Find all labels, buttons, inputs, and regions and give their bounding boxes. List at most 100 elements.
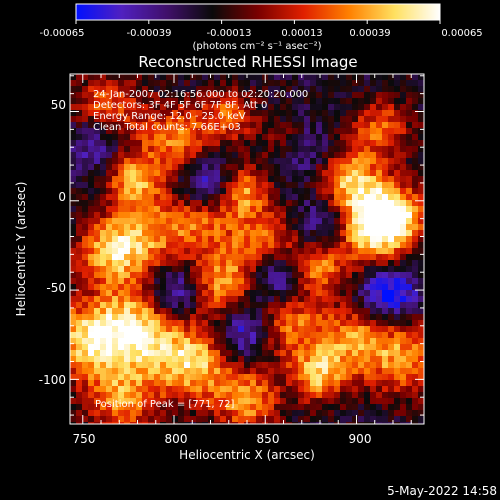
heatmap-cell <box>256 230 263 237</box>
heatmap-cell <box>262 362 269 369</box>
chart-title: Reconstructed RHESSI Image <box>138 53 357 71</box>
heatmap-cell <box>190 188 197 195</box>
heatmap-cell <box>238 74 245 81</box>
heatmap-cell <box>112 398 119 405</box>
colorbar-units: (photons cm⁻² s⁻¹ asec⁻²) <box>192 41 321 52</box>
heatmap-cell <box>418 218 424 225</box>
heatmap-cell <box>334 278 341 285</box>
heatmap-cell <box>400 164 407 171</box>
heatmap-cell <box>142 110 149 117</box>
heatmap-cell <box>250 386 257 393</box>
heatmap-cell <box>238 242 245 249</box>
heatmap-cell <box>196 212 203 219</box>
heatmap-cell <box>226 206 233 213</box>
heatmap-cell <box>376 86 383 93</box>
heatmap-cell <box>262 212 269 219</box>
heatmap-cell <box>166 326 173 333</box>
heatmap-cell <box>154 338 161 345</box>
heatmap-cell <box>238 92 245 99</box>
heatmap-cell <box>412 422 419 424</box>
heatmap-cell <box>328 164 335 171</box>
heatmap-cell <box>262 158 269 165</box>
heatmap-cell <box>412 248 419 255</box>
heatmap-cell <box>286 260 293 267</box>
heatmap-cell <box>274 80 281 87</box>
heatmap-cell <box>142 242 149 249</box>
heatmap-cell <box>148 224 155 231</box>
heatmap-cell <box>208 230 215 237</box>
heatmap-cell <box>382 86 389 93</box>
heatmap-cell <box>220 332 227 339</box>
heatmap-cell <box>238 224 245 231</box>
heatmap-cell <box>358 170 365 177</box>
heatmap-cell <box>394 320 401 327</box>
heatmap-cell <box>412 410 419 417</box>
heatmap-cell <box>190 308 197 315</box>
heatmap-cell <box>406 212 413 219</box>
heatmap-cell <box>340 278 347 285</box>
heatmap-cell <box>274 350 281 357</box>
heatmap-cell <box>154 266 161 273</box>
heatmap-cell <box>238 128 245 135</box>
heatmap-cell <box>340 98 347 105</box>
heatmap-cell <box>172 248 179 255</box>
heatmap-cell <box>172 182 179 189</box>
heatmap-cell <box>220 368 227 375</box>
heatmap-cell <box>88 380 95 387</box>
heatmap-cell <box>382 350 389 357</box>
heatmap-cell <box>280 254 287 261</box>
heatmap-cell <box>352 110 359 117</box>
heatmap-cell <box>226 302 233 309</box>
heatmap-cell <box>328 218 335 225</box>
heatmap-cell <box>256 116 263 123</box>
heatmap-cell <box>286 356 293 363</box>
heatmap-cell <box>286 170 293 177</box>
heatmap-cell <box>70 158 77 165</box>
heatmap-cell <box>232 122 239 129</box>
heatmap-cell <box>214 392 221 399</box>
heatmap-cell <box>316 236 323 243</box>
heatmap-cell <box>280 170 287 177</box>
heatmap-cell <box>94 116 101 123</box>
heatmap-cell <box>304 422 311 424</box>
heatmap-cell <box>154 110 161 117</box>
heatmap-cell <box>112 230 119 237</box>
heatmap-cell <box>232 356 239 363</box>
heatmap-cell <box>106 302 113 309</box>
heatmap-cell <box>292 206 299 213</box>
heatmap-cell <box>268 176 275 183</box>
heatmap-cell <box>160 416 167 423</box>
heatmap-cell <box>256 290 263 297</box>
heatmap-cell <box>142 164 149 171</box>
heatmap-cell <box>286 410 293 417</box>
heatmap-cell <box>418 224 424 231</box>
heatmap-cell <box>292 182 299 189</box>
heatmap-cell <box>328 176 335 183</box>
heatmap-cell <box>406 122 413 129</box>
heatmap-cell <box>352 338 359 345</box>
heatmap-cell <box>334 338 341 345</box>
heatmap-cell <box>238 284 245 291</box>
heatmap-cell <box>286 152 293 159</box>
heatmap-cell <box>394 278 401 285</box>
heatmap-cell <box>106 98 113 105</box>
heatmap-cell <box>418 404 424 411</box>
heatmap-cell <box>364 104 371 111</box>
heatmap-cell <box>106 116 113 123</box>
heatmap-cell <box>148 332 155 339</box>
heatmap-cell <box>334 140 341 147</box>
heatmap-cell <box>136 224 143 231</box>
heatmap-cell <box>70 194 77 201</box>
heatmap-cell <box>274 296 281 303</box>
heatmap-cell <box>418 314 424 321</box>
heatmap-cell <box>76 212 83 219</box>
heatmap-cell <box>316 356 323 363</box>
heatmap-cell <box>406 392 413 399</box>
heatmap-cell <box>178 386 185 393</box>
heatmap-cell <box>208 212 215 219</box>
heatmap-cell <box>352 278 359 285</box>
heatmap-cell <box>214 176 221 183</box>
heatmap-cell <box>148 362 155 369</box>
heatmap-cell <box>262 404 269 411</box>
